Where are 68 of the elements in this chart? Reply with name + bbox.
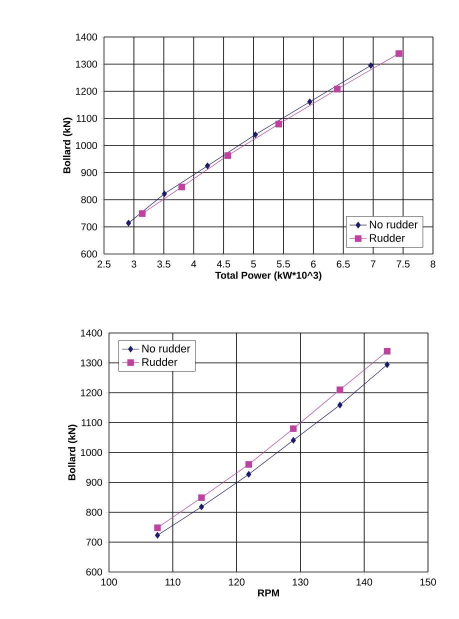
point — [178, 184, 186, 190]
point — [307, 98, 312, 106]
point — [246, 471, 252, 478]
y-tick-label: 1400 — [80, 329, 102, 337]
y-tick-label: 1300 — [76, 60, 98, 68]
x-tick-label: 6 — [311, 260, 316, 268]
x-tick-label: 110 — [166, 578, 180, 586]
point — [138, 210, 146, 217]
point — [384, 361, 390, 368]
x-tick-label: 130 — [292, 578, 308, 586]
point — [275, 120, 282, 128]
point — [252, 131, 258, 138]
x-tick-label: 6.5 — [336, 260, 350, 268]
point — [290, 425, 297, 432]
x-tick-label: 4 — [191, 260, 196, 268]
y-tick-label: 900 — [86, 478, 102, 486]
x-tick-label: 4.5 — [216, 260, 230, 268]
point — [224, 152, 232, 159]
y-tick-label: 800 — [86, 508, 102, 516]
point — [126, 220, 132, 226]
x-tick-label: 8 — [430, 260, 436, 268]
point — [198, 504, 204, 510]
x-tick-label: 150 — [420, 578, 436, 586]
point — [334, 86, 341, 92]
y-tick-label: 1300 — [80, 359, 102, 366]
point — [384, 348, 390, 355]
legend-label: No rudder — [370, 220, 418, 228]
y-tick-label: 1200 — [76, 88, 98, 95]
y-tick-label: 900 — [81, 169, 98, 176]
y-tick-label: 600 — [81, 250, 98, 258]
y-tick-label: 1000 — [80, 448, 102, 456]
x-tick-label: 7 — [370, 260, 376, 268]
y-tick-label: 1000 — [76, 142, 98, 150]
y-tick-label: 1100 — [76, 114, 98, 122]
y-tick-label: 700 — [81, 223, 98, 230]
x-tick-label: 5.5 — [276, 260, 290, 268]
y-tick-label: 700 — [86, 538, 102, 546]
x-tick-label: 3.5 — [157, 260, 170, 268]
x-axis-title: Total Power (kW*10^3) — [215, 271, 322, 281]
y-tick-label: 600 — [86, 568, 102, 576]
point — [337, 402, 342, 408]
y-axis-title: Bollard (kN) — [63, 118, 72, 174]
point — [290, 436, 296, 444]
legend-label: No rudder — [142, 344, 190, 352]
legend-label: Rudder — [370, 234, 405, 242]
legend-label: Rudder — [142, 358, 178, 366]
x-tick-label: 2.5 — [98, 260, 111, 268]
point — [336, 386, 344, 394]
x-tick-label: 140 — [356, 578, 372, 586]
y-tick-label: 1100 — [82, 419, 102, 426]
point — [198, 494, 205, 501]
point — [154, 532, 160, 539]
x-axis-title: RPM — [258, 589, 279, 596]
point — [162, 190, 167, 198]
y-tick-label: 1400 — [76, 33, 98, 41]
point — [396, 50, 402, 57]
point — [204, 162, 210, 170]
point — [154, 524, 161, 532]
point — [245, 461, 252, 468]
x-tick-label: 5 — [251, 260, 256, 268]
y-axis-title: Bollard (kN) — [68, 424, 78, 480]
x-tick-label: 7.5 — [396, 260, 410, 268]
point — [368, 62, 374, 69]
x-tick-label: 100 — [101, 578, 117, 586]
y-tick-label: 800 — [81, 196, 98, 204]
x-tick-label: 120 — [229, 578, 245, 586]
y-tick-label: 1200 — [80, 389, 102, 396]
x-tick-label: 3 — [132, 260, 136, 268]
